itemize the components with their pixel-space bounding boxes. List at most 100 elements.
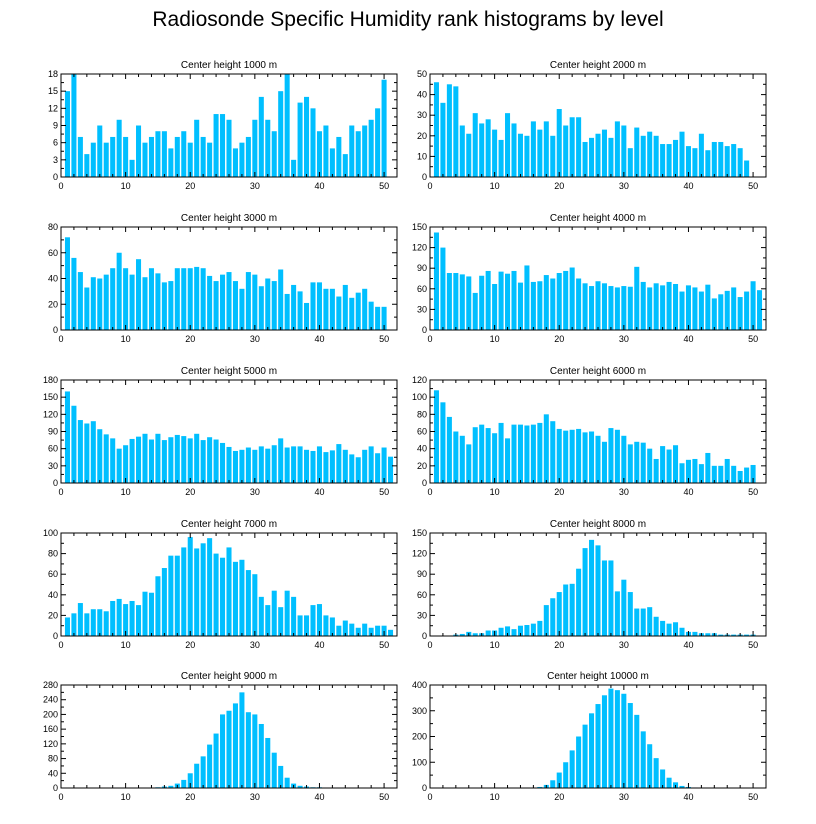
histogram-bar <box>692 631 698 636</box>
histogram-bar <box>213 553 219 636</box>
x-tick-label: 30 <box>619 181 629 191</box>
histogram-bar <box>718 141 724 177</box>
histogram-bar <box>168 785 174 788</box>
histogram-bar <box>181 779 187 788</box>
histogram-bar <box>744 291 750 330</box>
histogram-bar <box>278 607 284 636</box>
histogram-bar <box>323 125 329 177</box>
histogram-bar <box>161 440 167 483</box>
histogram-bar <box>258 446 264 483</box>
histogram-bar <box>433 82 439 177</box>
histogram-bar <box>750 464 756 483</box>
histogram-bar <box>517 424 523 483</box>
histogram-bar <box>511 123 517 177</box>
histogram-bar <box>563 270 569 330</box>
x-tick-label: 10 <box>490 181 500 191</box>
histogram-bar <box>621 286 627 330</box>
histogram-bar <box>550 780 556 788</box>
histogram-bar <box>601 129 607 177</box>
histogram-bar <box>724 458 730 483</box>
histogram-bar <box>673 622 679 636</box>
histogram-bar <box>304 449 310 483</box>
histogram-bar <box>440 402 446 483</box>
histogram-bar <box>634 608 640 636</box>
x-tick-label: 20 <box>185 334 195 344</box>
x-tick-label: 40 <box>683 640 693 650</box>
y-tick-label: 0 <box>53 478 58 488</box>
histogram-bar <box>297 291 303 330</box>
histogram-bar <box>660 446 666 483</box>
histogram-bar <box>97 125 103 177</box>
histogram-bar <box>472 113 478 177</box>
histogram-bar <box>744 160 750 177</box>
histogram-bar <box>148 439 154 483</box>
histogram-bar <box>329 288 335 330</box>
histogram-bar <box>453 273 459 330</box>
y-tick-label: 12 <box>48 103 58 113</box>
x-tick-label: 0 <box>427 334 432 344</box>
x-tick-label: 40 <box>683 181 693 191</box>
histogram-bar <box>155 131 161 177</box>
histogram-bar <box>271 590 277 636</box>
histogram-bar <box>84 154 90 177</box>
x-tick-label: 10 <box>121 792 131 802</box>
histogram-bar <box>265 119 271 177</box>
histogram-bar <box>349 454 355 483</box>
histogram-bar <box>440 247 446 330</box>
histogram-bar <box>550 598 556 636</box>
histogram-bar <box>278 438 284 483</box>
histogram-bar <box>556 109 562 177</box>
y-tick-label: 0 <box>422 631 427 641</box>
histogram-bar <box>524 265 530 330</box>
histogram-bar <box>194 119 200 177</box>
histogram-bar <box>207 275 213 330</box>
histogram-bar <box>698 291 704 330</box>
histogram-bar <box>148 136 154 177</box>
histogram-bar <box>194 266 200 330</box>
histogram-bar <box>498 422 504 483</box>
histogram-bar <box>524 425 530 483</box>
histogram-bar <box>466 133 472 177</box>
histogram-bar <box>563 125 569 177</box>
histogram-bar <box>316 282 322 330</box>
histogram-bar <box>485 630 491 636</box>
histogram-bar <box>731 287 737 330</box>
histogram-bar <box>731 465 737 483</box>
x-tick-label: 20 <box>554 640 564 650</box>
histogram-bar <box>724 146 730 177</box>
histogram-bar <box>750 281 756 330</box>
histogram-bar <box>84 423 90 483</box>
histogram-bar <box>77 272 83 330</box>
x-tick-label: 50 <box>748 792 758 802</box>
y-tick-label: 0 <box>53 325 58 335</box>
histogram-bar <box>181 436 187 483</box>
histogram-bar <box>329 617 335 636</box>
x-tick-label: 30 <box>619 334 629 344</box>
x-tick-label: 0 <box>58 640 63 650</box>
histogram-bar <box>653 616 659 636</box>
histogram-bar <box>142 591 148 636</box>
histogram-bar <box>194 548 200 636</box>
histogram-bar <box>258 723 264 788</box>
histogram-bar <box>640 731 646 788</box>
histogram-bar <box>97 429 103 483</box>
histogram-bar <box>213 439 219 483</box>
histogram-bar <box>271 281 277 330</box>
x-tick-label: 20 <box>185 792 195 802</box>
x-tick-label: 50 <box>379 792 389 802</box>
histogram-bar <box>517 133 523 177</box>
histogram-bar <box>576 736 582 788</box>
histogram-bar <box>569 117 575 177</box>
histogram-bar <box>284 777 290 788</box>
histogram-bar <box>433 232 439 330</box>
histogram-bar <box>355 627 361 636</box>
x-tick-label: 50 <box>748 640 758 650</box>
histogram-bar <box>284 590 290 636</box>
histogram-bar <box>174 268 180 330</box>
histogram-bar <box>537 422 543 483</box>
histogram-bar <box>142 277 148 330</box>
histogram-panel: Center height 9000 m 0 10 20 30 40 50 0 40 80 120 1… <box>43 671 398 802</box>
histogram-bar <box>744 467 750 483</box>
histogram-bar <box>349 297 355 330</box>
histogram-panel: Center height 2000 m 0 10 20 30 40 50 0 10 20 30 40… <box>417 60 767 191</box>
